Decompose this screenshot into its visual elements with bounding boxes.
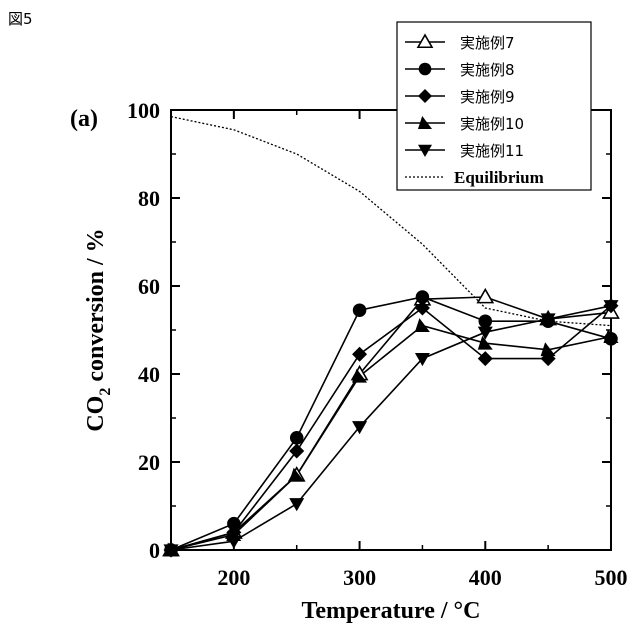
x-tick-label: 500 bbox=[595, 565, 628, 590]
y-axis-title-suffix: conversion / % bbox=[83, 228, 109, 387]
y-tick-label: 0 bbox=[149, 538, 160, 563]
data-point-series-5 bbox=[478, 327, 493, 340]
data-point-series-2 bbox=[479, 314, 493, 328]
data-point-series-2 bbox=[290, 431, 304, 445]
series-line-5 bbox=[171, 306, 611, 550]
series-line-1 bbox=[171, 297, 611, 550]
x-axis-title: Temperature / °C bbox=[302, 598, 481, 624]
y-tick-label: 60 bbox=[138, 274, 160, 299]
legend-label-2: 実施例8 bbox=[460, 61, 515, 79]
y-tick-label: 100 bbox=[127, 98, 160, 123]
legend-marker-2 bbox=[419, 63, 432, 76]
legend-label-4: 実施例10 bbox=[460, 115, 524, 133]
legend-label-6: Equilibrium bbox=[454, 168, 544, 187]
y-tick-label: 20 bbox=[138, 450, 160, 475]
co2-conversion-chart: 200 300 400 500 0 20 40 60 80 100 (a) Temperature… bbox=[0, 0, 640, 640]
legend: 実施例7 実施例8 実施例9 実施例10 実施例11 Equilibrium bbox=[397, 22, 591, 190]
legend-label-5: 実施例11 bbox=[460, 142, 524, 160]
data-point-series-4 bbox=[415, 318, 430, 332]
y-axis-title-subscript: 2 bbox=[97, 388, 114, 396]
y-axis-title: CO2 conversion / % bbox=[83, 228, 114, 431]
y-tick-label: 40 bbox=[138, 362, 160, 387]
x-tick-label: 400 bbox=[469, 565, 502, 590]
x-tick-label: 300 bbox=[343, 565, 376, 590]
data-point-series-2 bbox=[353, 303, 367, 317]
legend-label-1: 実施例7 bbox=[460, 34, 515, 52]
y-axis-title-prefix: CO bbox=[83, 396, 109, 432]
panel-label: (a) bbox=[70, 106, 98, 132]
legend-label-3: 実施例9 bbox=[460, 88, 515, 106]
data-point-series-3 bbox=[352, 347, 367, 362]
series-line-3 bbox=[171, 306, 611, 550]
data-point-series-1 bbox=[478, 290, 493, 303]
data-point-series-5 bbox=[289, 498, 304, 511]
x-tick-label: 200 bbox=[217, 565, 250, 590]
series-line-2 bbox=[171, 297, 611, 550]
y-tick-label: 80 bbox=[138, 186, 160, 211]
